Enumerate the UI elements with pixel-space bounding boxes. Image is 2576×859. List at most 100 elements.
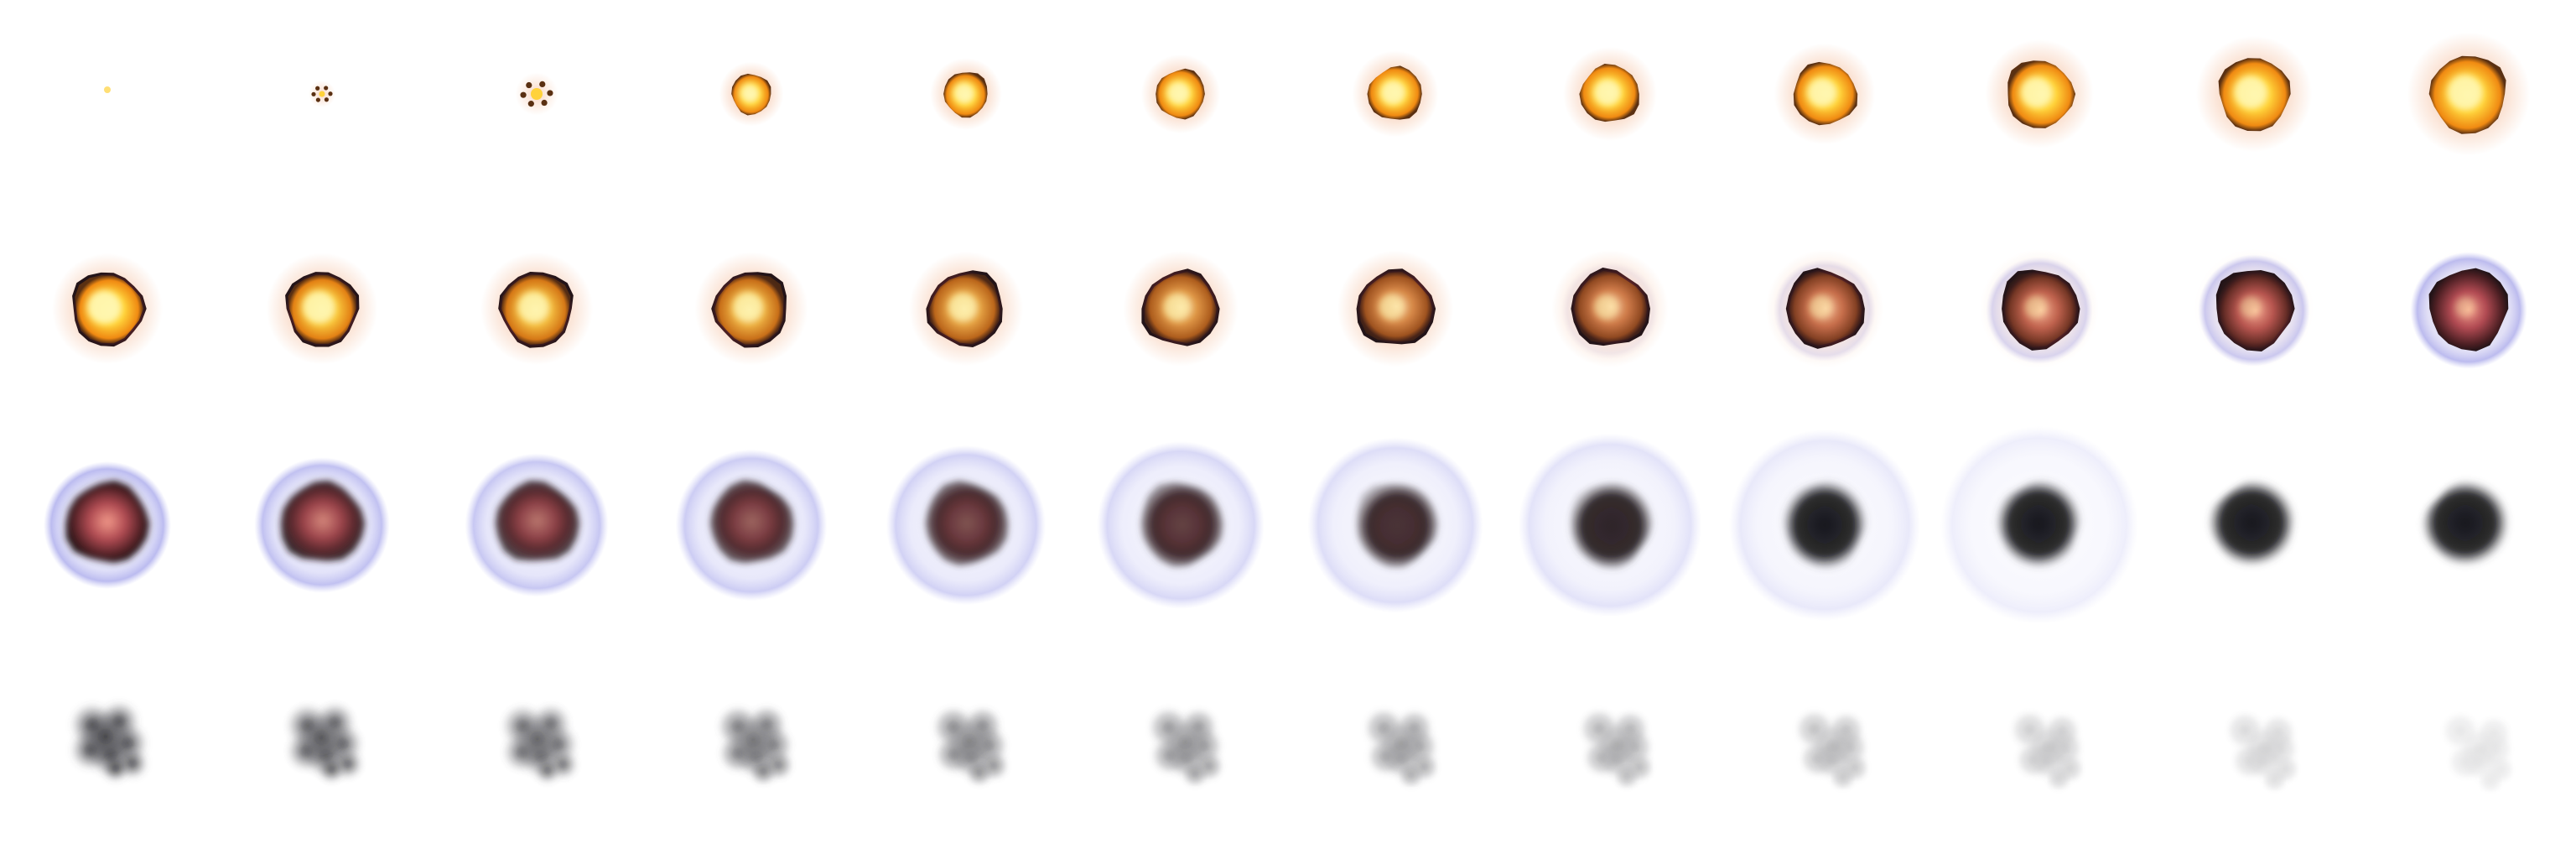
explosion-spark-sprite xyxy=(2407,32,2531,156)
smoke-puff xyxy=(1378,720,1425,767)
smoke-puff xyxy=(80,711,131,762)
smoke-puff xyxy=(1399,763,1424,788)
sprite-frame-17 xyxy=(859,215,1073,430)
sprite-frame-23 xyxy=(2147,215,2361,430)
sprite-frame-20 xyxy=(1503,215,1717,430)
smoke-cloud xyxy=(2207,479,2297,567)
smoke-cloud xyxy=(2441,712,2514,792)
smoke-puff xyxy=(102,755,129,782)
smoke-puff xyxy=(1594,721,1640,768)
explosion-smoke-sprite xyxy=(2441,712,2514,792)
sprite-frame-18 xyxy=(1073,215,1288,430)
explosion-fireball-sprite xyxy=(908,251,1024,367)
smoke-ring xyxy=(2050,769,2068,787)
sprite-frame-7 xyxy=(1288,0,1503,215)
explosion-spark-sprite xyxy=(2195,35,2313,153)
explosion-smoke-sprite xyxy=(70,701,148,782)
debris-particle xyxy=(324,86,329,91)
smoke-ring xyxy=(1818,730,1848,761)
sprite-frame-10 xyxy=(1932,0,2147,215)
smoke-cloud xyxy=(1363,708,1438,788)
debris-particle xyxy=(324,97,330,102)
ember-blob xyxy=(1358,484,1437,566)
explosion-shockwave-sprite xyxy=(1307,437,1483,613)
fire-core xyxy=(2234,75,2267,109)
debris-particle xyxy=(541,99,548,107)
smoke-puff xyxy=(2242,726,2287,769)
sprite-frame-13 xyxy=(0,215,215,430)
explosion-spark-sprite xyxy=(515,72,558,116)
sprite-frame-30 xyxy=(1073,430,1288,644)
explosion-shockwave-sprite xyxy=(886,445,1046,606)
explosion-shockwave-sprite xyxy=(465,453,609,597)
sprite-frame-8 xyxy=(1503,0,1717,215)
explosion-spark-sprite xyxy=(309,81,335,107)
smoke-puff xyxy=(1831,765,1855,789)
smoke-puff xyxy=(750,758,776,785)
sprite-frame-46 xyxy=(1932,644,2147,859)
explosion-smoke-sprite xyxy=(932,706,1008,786)
explosion-fireball-sprite xyxy=(1123,251,1239,367)
sprite-frame-43 xyxy=(1288,644,1503,859)
smoke-puff xyxy=(2047,766,2071,790)
sprite-frame-3 xyxy=(429,0,644,215)
sprite-frame-38 xyxy=(215,644,429,859)
fire-core xyxy=(1380,80,1405,105)
smoke-ring xyxy=(953,725,985,757)
smoke-cloud xyxy=(1995,478,2082,569)
smoke-cloud xyxy=(2010,711,2084,790)
fire-core xyxy=(87,290,121,324)
sprite-frame-35 xyxy=(2147,430,2361,644)
smoke-puff xyxy=(318,756,345,784)
fire-core xyxy=(2447,75,2483,110)
explosion-smoke-sprite xyxy=(717,705,793,785)
sprite-frame-2 xyxy=(215,0,429,215)
explosion-shockwave-sprite xyxy=(254,457,390,593)
sprite-frame-27 xyxy=(429,430,644,644)
fire-core xyxy=(733,292,763,322)
sprite-frame-33 xyxy=(1717,429,1932,644)
smoke-puff xyxy=(1810,722,1856,768)
fire-core xyxy=(2024,295,2048,319)
fire-core xyxy=(2455,297,2475,317)
smoke-ring xyxy=(1385,727,1416,758)
fire-core xyxy=(1163,293,1192,321)
smoke-cloud xyxy=(2421,480,2510,566)
smoke-cloud xyxy=(2225,711,2298,791)
explosion-fireball-sprite xyxy=(1980,249,2099,368)
explosion-spark-sprite xyxy=(1352,50,1439,138)
fire-core xyxy=(953,82,974,103)
smoke-ring xyxy=(1834,768,1852,786)
explosion-spark-sprite xyxy=(930,58,1002,130)
explosion-shockwave-sprite xyxy=(1097,441,1265,609)
smoke-ring xyxy=(1169,726,1201,757)
explosion-smoke-sprite xyxy=(286,702,363,784)
smoke-ring xyxy=(737,724,770,756)
sprite-frame-1 xyxy=(0,0,215,215)
sprite-frame-44 xyxy=(1503,644,1717,859)
smoke-ring xyxy=(2466,734,2495,763)
explosion-fireball-sprite xyxy=(266,252,378,365)
fire-core xyxy=(1809,294,1834,320)
explosion-smoke-sprite xyxy=(2225,711,2298,791)
ember-blob xyxy=(66,481,149,563)
sprite-frame-21 xyxy=(1717,215,1932,430)
smoke-cloud xyxy=(70,701,148,782)
sprite-frame-15 xyxy=(429,215,644,430)
sprite-frame-14 xyxy=(215,215,429,430)
smoke-puff xyxy=(2459,726,2502,770)
sprite-frame-29 xyxy=(859,430,1073,644)
ember-blob xyxy=(711,481,793,563)
sprite-frame-40 xyxy=(644,644,859,859)
explosion-fireball-sprite xyxy=(52,253,163,364)
smoke-cloud xyxy=(1794,710,1868,789)
fire-core xyxy=(1593,79,1621,106)
sprite-frame-48 xyxy=(2361,644,2576,859)
smoke-puff xyxy=(966,760,992,786)
sprite-frame-19 xyxy=(1288,215,1503,430)
spark-core xyxy=(319,91,325,97)
explosion-fireball-sprite xyxy=(1337,250,1454,367)
explosion-fireball-sprite xyxy=(1765,249,1884,368)
explosion-shockwave-sprite xyxy=(675,449,828,601)
smoke-ring xyxy=(1602,729,1632,759)
